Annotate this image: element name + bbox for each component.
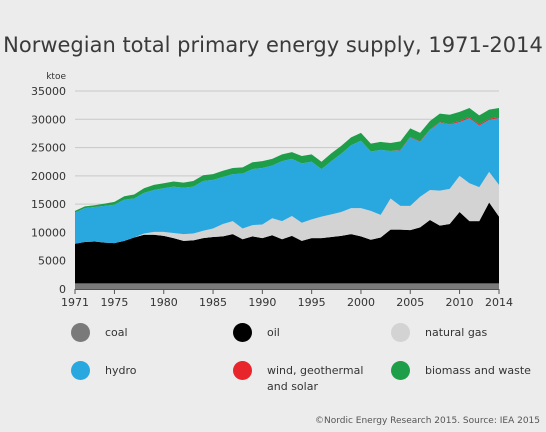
legend-item-hydro: hydro (71, 361, 215, 380)
legend-swatch-oil (233, 323, 252, 342)
legend-item-coal: coal (71, 323, 215, 342)
x-tick-label-1971: 1971 (61, 296, 89, 309)
x-tick-label-2005: 2005 (396, 296, 424, 309)
legend-label-hydro: hydro (105, 364, 137, 377)
y-tick-label-20000: 20000 (31, 170, 66, 183)
legend-item-wind-geothermal-solar: wind, geothermal and solar (233, 361, 377, 395)
source-credit: ©Nordic Energy Research 2015. Source: IE… (314, 416, 540, 426)
x-tick-label-2014: 2014 (485, 296, 513, 309)
legend-item-natural-gas: natural gas (391, 323, 535, 342)
legend-label-natural-gas: natural gas (425, 326, 488, 339)
x-tick-label-1990: 1990 (248, 296, 276, 309)
x-tick-label-1980: 1980 (150, 296, 178, 309)
x-tick-label-1995: 1995 (298, 296, 326, 309)
x-tick-label-1985: 1985 (199, 296, 227, 309)
chart-title: Norwegian total primary energy supply, 1… (3, 33, 543, 57)
legend-swatch-biomass-waste (391, 361, 410, 380)
legend-item-oil: oil (233, 323, 377, 342)
y-tick-label-15000: 15000 (31, 198, 66, 211)
legend-swatch-hydro (71, 361, 90, 380)
legend-swatch-natural-gas (391, 323, 410, 342)
legend-swatch-coal (71, 323, 90, 342)
area-series-hydro (75, 118, 499, 244)
legend-label-wind-geothermal-solar: wind, geothermal and solar (267, 364, 364, 393)
area-series-coal (75, 283, 499, 289)
legend-label-coal: coal (105, 326, 128, 339)
area-series-oil (75, 202, 499, 284)
y-tick-label-0: 0 (59, 283, 66, 296)
y-tick-label-30000: 30000 (31, 113, 66, 126)
y-tick-label-10000: 10000 (31, 226, 66, 239)
y-tick-label-35000: 35000 (31, 85, 66, 98)
x-tick-label-2000: 2000 (347, 296, 375, 309)
legend-label-biomass-waste: biomass and waste (425, 364, 531, 377)
y-tick-label-5000: 5000 (38, 255, 66, 268)
legend-label-oil: oil (267, 326, 280, 339)
area-series-natural-gas (75, 171, 499, 244)
legend-swatch-wind-geothermal-solar (233, 361, 252, 380)
legend-item-biomass-waste: biomass and waste (391, 361, 535, 380)
y-tick-label-25000: 25000 (31, 142, 66, 155)
y-axis-unit: ktoe (46, 72, 66, 82)
x-tick-label-2010: 2010 (446, 296, 474, 309)
x-tick-label-1975: 1975 (100, 296, 128, 309)
area-series-biomass-and-waste (75, 107, 499, 213)
